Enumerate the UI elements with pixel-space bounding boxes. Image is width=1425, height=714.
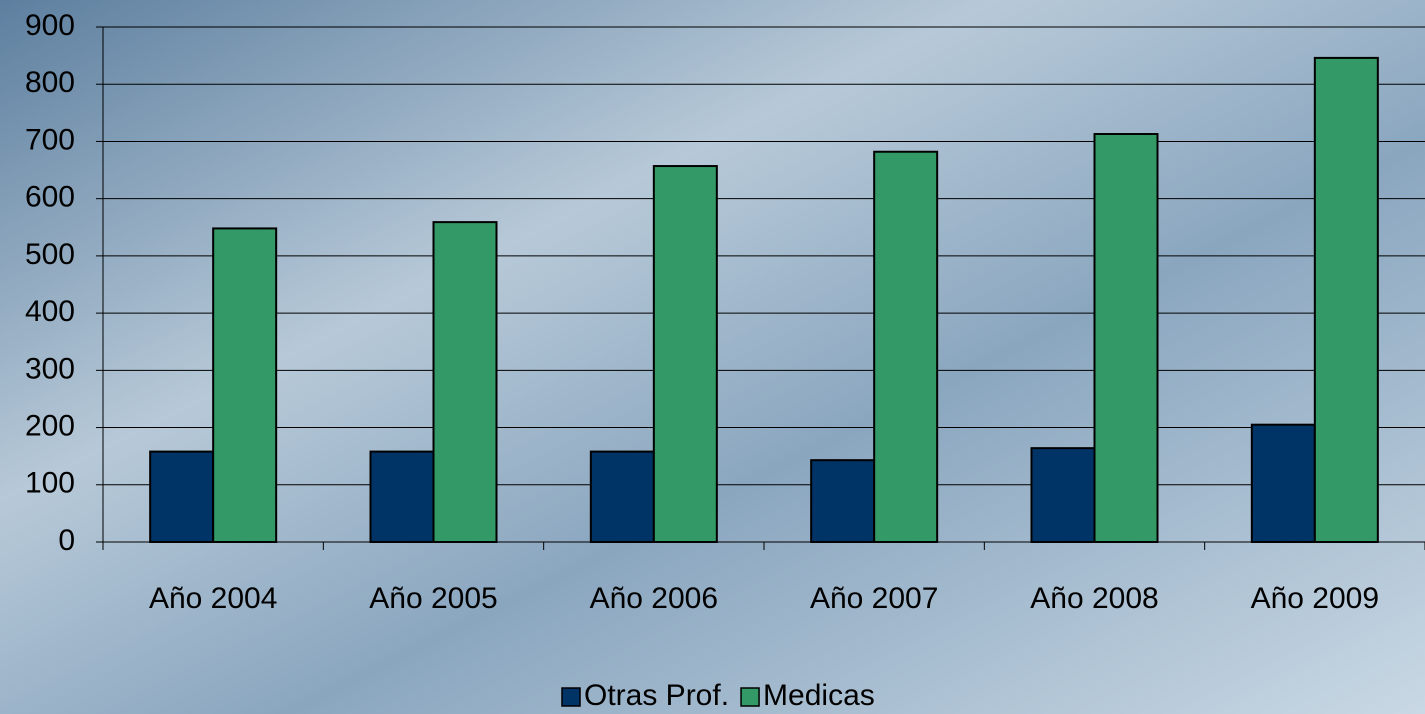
chart: 0 100 200 300 400 500 600 700 800 900 Año 2004 Año … [0, 0, 1425, 714]
bar [874, 152, 937, 542]
bar [1315, 58, 1378, 542]
bar [811, 460, 874, 542]
bar [1252, 425, 1315, 542]
x-tick-label: Año 2007 [810, 582, 938, 615]
y-tick-label: 600 [25, 181, 75, 214]
y-tick-label: 100 [25, 467, 75, 500]
y-tick-label: 700 [25, 123, 75, 156]
legend-label: Otras Prof. [584, 679, 729, 712]
bar [434, 222, 497, 542]
legend-swatch [562, 688, 580, 706]
bar [591, 452, 654, 542]
y-tick-label: 0 [58, 524, 75, 557]
y-tick-label: 200 [25, 409, 75, 442]
x-tick-label: Año 2004 [149, 582, 277, 615]
bar [1095, 134, 1158, 542]
x-tick-label: Año 2009 [1251, 582, 1379, 615]
x-tick-label: Año 2005 [369, 582, 497, 615]
bar [213, 228, 276, 542]
bar [654, 166, 717, 542]
bar [1032, 448, 1095, 542]
legend-label: Medicas [763, 679, 875, 712]
y-tick-label: 500 [25, 238, 75, 271]
bar [371, 452, 434, 542]
page: {"chart_data": {"type": "bar", "categori… [0, 0, 1425, 714]
y-tick-label: 400 [25, 295, 75, 328]
x-tick-label: Año 2006 [590, 582, 718, 615]
legend-swatch [741, 688, 759, 706]
y-tick-label: 300 [25, 352, 75, 385]
y-tick-label: 800 [25, 66, 75, 99]
bar [150, 452, 213, 542]
y-tick-label: 900 [25, 9, 75, 42]
x-tick-label: Año 2008 [1030, 582, 1158, 615]
